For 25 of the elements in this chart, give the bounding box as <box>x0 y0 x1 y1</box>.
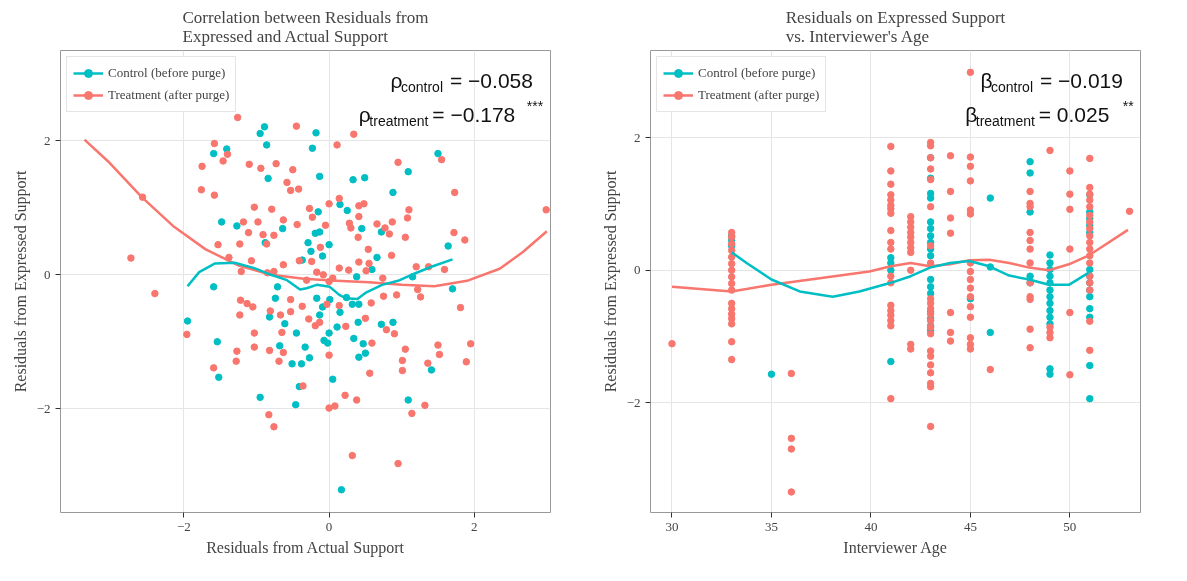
line-series <box>670 228 1130 293</box>
chart-title: Correlation between Residuals from Expressed and Actual Support <box>182 7 429 46</box>
x-tick-label: 2 <box>471 518 478 534</box>
x-tick-label: 30 <box>665 518 679 534</box>
x-tick-label: 0 <box>325 518 333 534</box>
x-tick-label: 45 <box>963 518 977 534</box>
y-tick-label: 0 <box>44 266 51 282</box>
chart-title: Residuals on Expressed Support vs. Interviewer's Age <box>785 7 1006 46</box>
x-tick-label: 50 <box>1063 518 1077 534</box>
x-tick-label: 40 <box>864 518 878 534</box>
y-axis-title: Residuals from Expressed Support <box>11 170 30 393</box>
legend-label: Control (before purge) <box>108 65 226 81</box>
x-tick-label: 35 <box>764 518 778 534</box>
legend-label: Treatment (after purge) <box>108 87 230 103</box>
y-tick-label: 2 <box>634 129 641 145</box>
x-axis-title: Interviewer Age <box>843 538 947 557</box>
x-tick-label: −2 <box>176 518 191 534</box>
x-axis-title: Residuals from Actual Support <box>206 538 405 557</box>
y-tick-label: −2 <box>36 400 51 416</box>
y-axis-title: Residuals from Expressed Support <box>601 170 620 393</box>
y-tick-label: −2 <box>626 394 641 410</box>
legend-label: Treatment (after purge) <box>698 87 820 103</box>
y-tick-label: 0 <box>634 262 641 278</box>
y-tick-label: 2 <box>44 132 51 148</box>
legend-label: Control (before purge) <box>698 65 816 81</box>
